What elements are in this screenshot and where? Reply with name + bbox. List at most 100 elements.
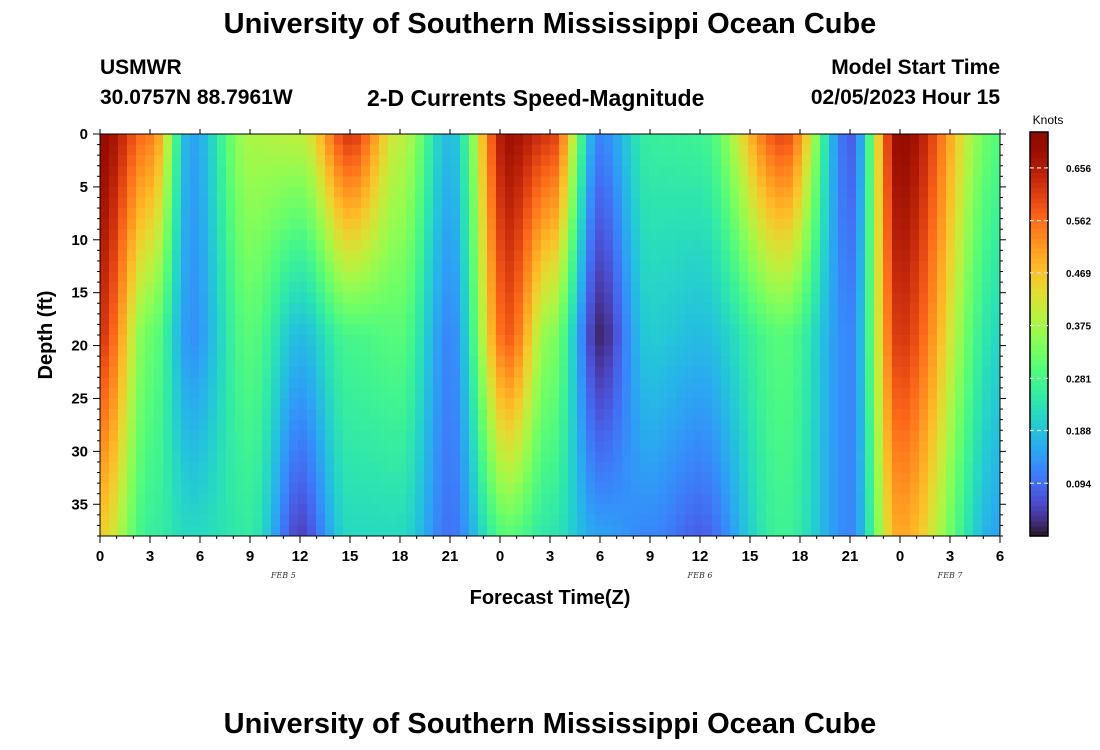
heatmap-cell (937, 409, 947, 421)
heatmap-cell (352, 313, 362, 326)
heatmap-cell (766, 514, 776, 527)
y-tick-label: 5 (80, 179, 88, 196)
heatmap-cell (109, 303, 119, 315)
heatmap-cell (649, 472, 659, 484)
heatmap-cell (208, 313, 218, 326)
heatmap-cell (307, 419, 317, 431)
heatmap-cell (901, 514, 911, 527)
heatmap-cell (676, 335, 686, 347)
heatmap-cell (595, 260, 605, 273)
heatmap-cell (559, 218, 569, 230)
heatmap-cell (604, 525, 614, 536)
heatmap-cell (226, 345, 236, 357)
heatmap-cell (262, 430, 272, 442)
heatmap-cell (388, 409, 398, 421)
heatmap-cell (910, 218, 920, 230)
station-coordinates: 30.0757N 88.7961W (100, 86, 293, 109)
heatmap-cell (640, 525, 650, 536)
heatmap-cell (334, 313, 344, 326)
heatmap-cell (559, 419, 569, 431)
heatmap-cell (496, 472, 506, 484)
heatmap-cell (307, 430, 317, 442)
heatmap-cell (541, 430, 551, 442)
heatmap-cell (388, 461, 398, 474)
heatmap-cell (550, 155, 560, 167)
heatmap-cell (694, 366, 704, 378)
heatmap-cell (937, 472, 947, 484)
heatmap-cell (640, 483, 650, 495)
heatmap-cell (982, 239, 992, 251)
heatmap-cell (937, 313, 947, 326)
heatmap-cell (730, 440, 740, 452)
heatmap-cell (703, 398, 713, 410)
heatmap-cell (127, 250, 137, 262)
heatmap-cell (235, 176, 245, 188)
heatmap-cell (397, 134, 407, 146)
heatmap-cell (757, 525, 767, 536)
heatmap-cell (325, 430, 335, 442)
heatmap-cell (334, 155, 344, 167)
heatmap-cell (775, 461, 785, 474)
heatmap-cell (244, 483, 254, 495)
heatmap-cell (271, 186, 281, 199)
heatmap-cell (865, 292, 875, 304)
heatmap-cell (136, 345, 146, 357)
heatmap-cell (451, 144, 461, 156)
heatmap-cell (730, 303, 740, 315)
heatmap-cell (505, 239, 515, 251)
heatmap-cell (955, 176, 965, 188)
heatmap-cell (712, 218, 722, 230)
heatmap-cell (865, 335, 875, 347)
heatmap-cell (811, 186, 821, 199)
heatmap-cell (163, 525, 173, 536)
heatmap-cell (217, 387, 227, 400)
heatmap-cell (316, 377, 326, 389)
heatmap-cell (802, 260, 812, 273)
heatmap-cell (658, 525, 668, 536)
heatmap-cell (442, 134, 452, 146)
heatmap-cell (838, 387, 848, 400)
heatmap-cell (514, 366, 524, 378)
heatmap-cell (541, 356, 551, 368)
heatmap-cell (883, 208, 893, 220)
heatmap-cell (982, 483, 992, 495)
heatmap-cell (172, 165, 182, 177)
heatmap-cell (514, 387, 524, 400)
heatmap-cell (235, 165, 245, 177)
heatmap-cell (793, 186, 803, 199)
heatmap-cell (568, 134, 578, 146)
heatmap-cell (847, 377, 857, 389)
heatmap-cell (334, 504, 344, 516)
heatmap-cell (982, 504, 992, 516)
heatmap-cell (163, 218, 173, 230)
heatmap-cell (937, 387, 947, 400)
heatmap-cell (613, 377, 623, 389)
heatmap-cell (892, 377, 902, 389)
heatmap-cell (136, 155, 146, 167)
heatmap-cell (550, 514, 560, 527)
heatmap-cell (334, 144, 344, 156)
heatmap-cell (982, 250, 992, 262)
heatmap-cell (568, 229, 578, 241)
heatmap-cell (235, 250, 245, 262)
heatmap-cell (325, 472, 335, 484)
heatmap-cell (946, 313, 956, 326)
colorbar-segment (1030, 359, 1048, 365)
heatmap-cell (541, 197, 551, 209)
heatmap-cell (604, 504, 614, 516)
heatmap-cell (901, 461, 911, 474)
heatmap-cell (505, 483, 515, 495)
heatmap-cell (361, 430, 371, 442)
heatmap-cell (235, 366, 245, 378)
heatmap-cell (163, 377, 173, 389)
heatmap-cell (694, 419, 704, 431)
heatmap-cell (361, 451, 371, 463)
heatmap-cell (253, 260, 263, 273)
heatmap-cell (199, 134, 209, 146)
heatmap-cell (838, 144, 848, 156)
heatmap-cell (712, 398, 722, 410)
heatmap-cell (109, 250, 119, 262)
heatmap-cell (163, 197, 173, 209)
heatmap-cell (505, 461, 515, 474)
heatmap-cell (991, 345, 1000, 357)
